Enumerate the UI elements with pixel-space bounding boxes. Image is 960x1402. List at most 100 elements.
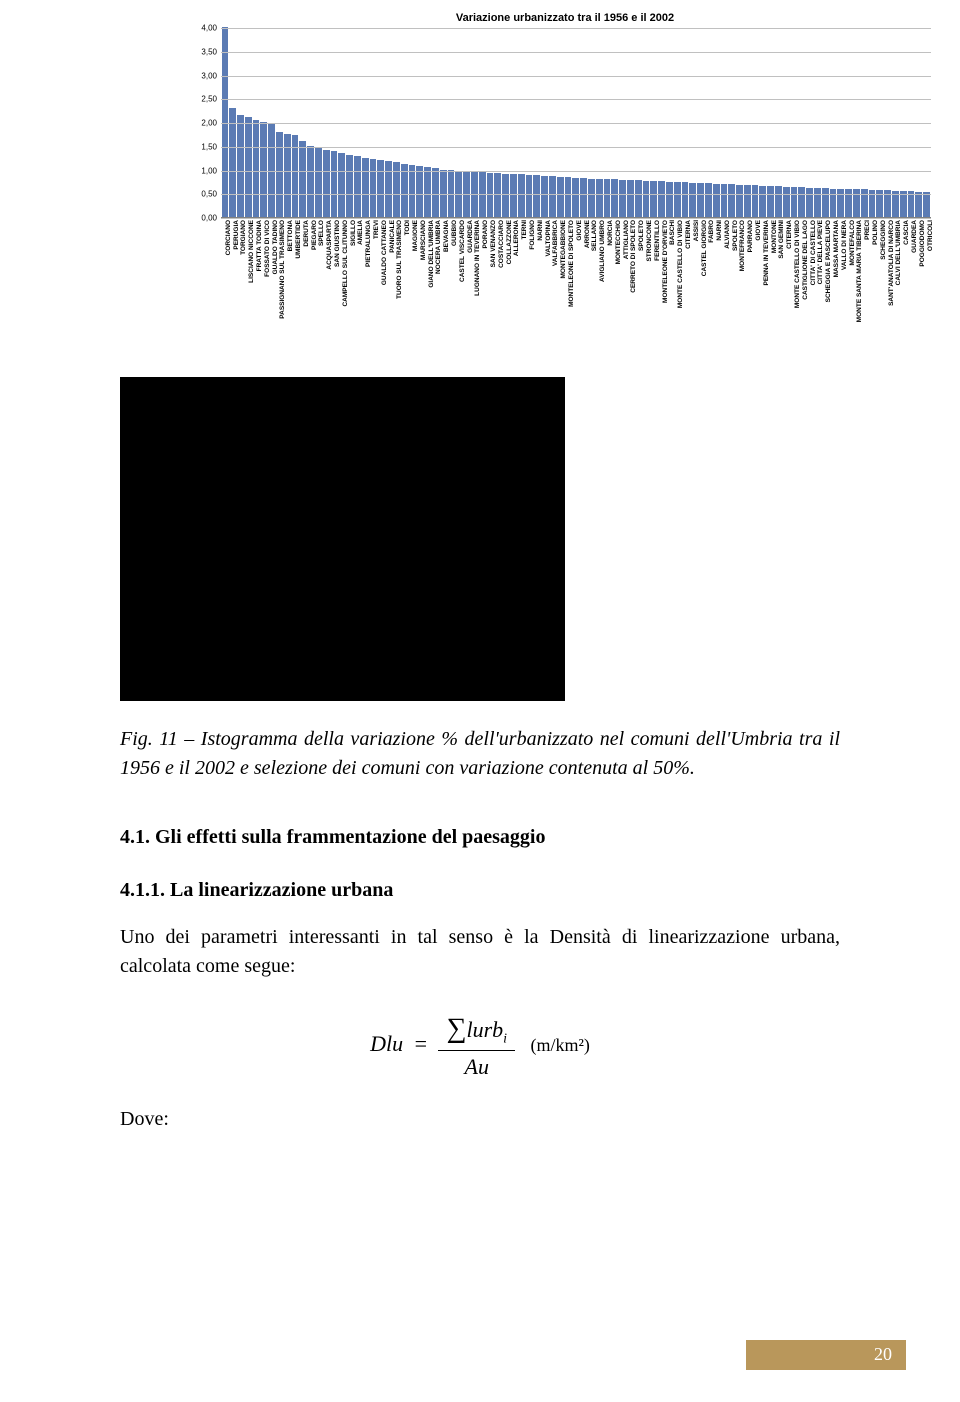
x-tick-label: SPELLO [315, 220, 323, 360]
bar [588, 179, 595, 217]
bar [845, 189, 852, 217]
bar [440, 170, 447, 218]
x-tick-label: DERUTA [299, 220, 307, 360]
x-tick-label: CALVI DELL'UMBRIA [892, 220, 900, 360]
bar [915, 192, 922, 217]
bar [822, 188, 829, 217]
x-tick-label: GUARDEA [907, 220, 915, 360]
x-tick-label: STRONCONE [642, 220, 650, 360]
gridline [221, 28, 931, 29]
y-tick-label: 2,50 [195, 95, 217, 104]
bar [728, 184, 735, 217]
x-tick-label: ALVIANO [720, 220, 728, 360]
bar [370, 159, 377, 217]
y-tick-label: 3,00 [195, 71, 217, 80]
x-tick-label: MONTE CASTELLO DI VIBIO [790, 220, 798, 360]
bar [260, 122, 267, 217]
x-tick-label: MONTECCHIO [611, 220, 619, 360]
bar [775, 186, 782, 217]
sum-symbol: ∑ [446, 1013, 466, 1044]
bar [299, 141, 306, 217]
y-tick-label: 4,00 [195, 24, 217, 33]
x-tick-label: CITERNA [681, 220, 689, 360]
equation-lhs: Dlu [370, 1031, 403, 1056]
gridline [221, 99, 931, 100]
bar [385, 161, 392, 217]
bar [837, 189, 844, 218]
equation-den: Au [438, 1051, 515, 1083]
x-tick-label: PASSIGNANO SUL TRASIMENO [276, 220, 284, 360]
x-tick-label: LISCIANO NICCONE [244, 220, 252, 360]
bar [432, 168, 439, 217]
bar [767, 186, 774, 217]
x-tick-label: FOSSATO DI VICO [260, 220, 268, 360]
chart-title: Variazione urbanizzato tra il 1956 e il … [195, 12, 935, 24]
x-tick-label: TORGIANO [237, 220, 245, 360]
y-tick-label: 2,00 [195, 119, 217, 128]
x-tick-label: COLLAZZONE [502, 220, 510, 360]
x-tick-label: SANT'ANATOLIA DI NARCO [884, 220, 892, 360]
bar [229, 108, 236, 217]
x-tick-label: MONTONE [767, 220, 775, 360]
bar [526, 175, 533, 217]
x-tick-label: ATTIGLIANO [619, 220, 627, 360]
x-tick-label: MARSCIANO [416, 220, 424, 360]
x-tick-label: ASSISI [689, 220, 697, 360]
x-tick-label: AMELIA [354, 220, 362, 360]
gridline [221, 147, 931, 148]
bar [565, 177, 572, 217]
x-tick-label: SPOLETO [634, 220, 642, 360]
bar [682, 182, 689, 217]
bar [409, 165, 416, 217]
x-tick-label: NARNI [533, 220, 541, 360]
x-tick-label: GUBBIO [447, 220, 455, 360]
subsection-heading: 4.1.1. La linearizzazione urbana [120, 876, 840, 905]
x-tick-label: MONTELEONE DI SPOLETO [564, 220, 572, 360]
bar-chart: Variazione urbanizzato tra il 1956 e il … [195, 10, 935, 360]
x-tick-label: ARRONE [580, 220, 588, 360]
page-number: 20 [874, 1344, 892, 1365]
x-tick-label: GUARDEA [463, 220, 471, 360]
bar [814, 188, 821, 217]
gridline [221, 123, 931, 124]
x-tick-label: POLINO [868, 220, 876, 360]
bar [697, 183, 704, 217]
x-tick-label: GIOVE [751, 220, 759, 360]
bar [611, 179, 618, 217]
x-tick-label: NORCIA [603, 220, 611, 360]
x-tick-label: FABRO [704, 220, 712, 360]
x-tick-label: BETTONA [283, 220, 291, 360]
bar [705, 183, 712, 217]
bar [713, 184, 720, 217]
x-tick-label: MASSA MARTANA [829, 220, 837, 360]
bar [253, 120, 260, 217]
bar [237, 115, 244, 217]
x-tick-label: COSTACCIARO [494, 220, 502, 360]
bar [666, 182, 673, 217]
bar [721, 184, 728, 217]
bar [736, 185, 743, 217]
x-tick-label: MONTEGABBIONE [556, 220, 564, 360]
bar [549, 176, 556, 217]
bar [689, 183, 696, 217]
bar [619, 180, 626, 217]
bar [830, 189, 837, 218]
y-tick-label: 0,50 [195, 190, 217, 199]
x-tick-label: LUGNANO IN TEVERINA [471, 220, 479, 360]
x-tick-label: CITERNA [782, 220, 790, 360]
x-tick-label: SAN VENANZO [486, 220, 494, 360]
x-tick-label: VALFABBRICA [548, 220, 556, 360]
y-tick-label: 0,00 [195, 214, 217, 223]
x-tick-label: VALTOPINA [541, 220, 549, 360]
x-tick-label: PANICALE [385, 220, 393, 360]
bar [674, 182, 681, 217]
bar [518, 174, 525, 217]
page-number-pill: 20 [746, 1340, 906, 1370]
equation-unit: (m/km²) [521, 1035, 590, 1055]
bar [541, 176, 548, 217]
equation: Dlu = ∑lurbi Au (m/km²) [120, 1009, 840, 1083]
x-tick-label: FERENTILLO [650, 220, 658, 360]
bar [424, 167, 431, 217]
x-tick-label: CAMPELLO SUL CLITUNNO [338, 220, 346, 360]
figure-caption: Fig. 11 – Istogramma della variazione % … [120, 725, 840, 783]
